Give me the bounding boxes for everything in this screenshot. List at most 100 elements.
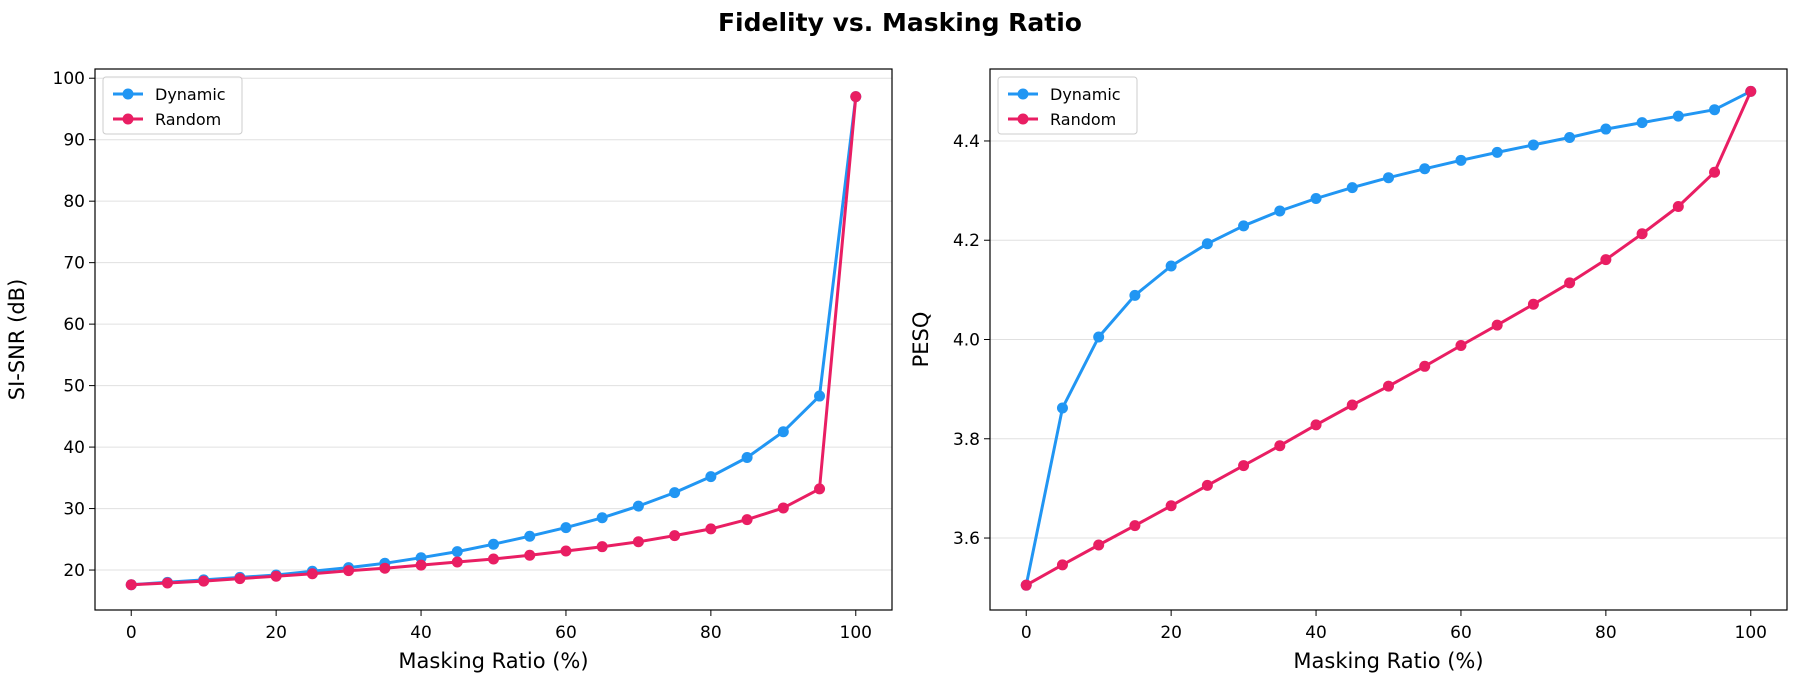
data-point-dynamic [524,530,536,542]
figure-title: Fidelity vs. Masking Ratio [717,8,1082,37]
data-point-dynamic [741,452,753,464]
x-tick-label: 40 [410,623,432,643]
data-point-random [1636,228,1648,240]
data-point-random [1383,380,1394,392]
x-tick-label: 60 [1450,623,1472,643]
x-tick-label: 0 [126,623,137,643]
data-point-random [1709,166,1721,178]
data-point-random [1419,360,1431,372]
y-axis-label: PESQ [909,312,933,368]
legend-label-dynamic: Dynamic [1050,85,1121,104]
data-point-random [451,556,463,568]
data-point-random [1745,85,1757,97]
data-point-random [1564,277,1576,289]
y-tick-label: 100 [53,69,85,89]
y-tick-label: 3.6 [953,529,980,549]
y-tick-label: 80 [63,192,85,212]
data-point-random [1672,200,1684,212]
x-tick-label: 80 [700,623,722,643]
x-axis-label: Masking Ratio (%) [1293,649,1483,673]
x-tick-label: 20 [265,623,287,643]
data-point-dynamic [1564,131,1576,143]
legend-marker-random [122,113,134,125]
data-point-random [1165,500,1177,512]
data-point-random [1056,559,1068,571]
x-tick-label: 20 [1160,623,1182,643]
chart-panel-2: 0 20 40 60 80 100 3.6 3.8 4.0 4.2 4.4 Masking Ratio… [909,68,1788,673]
data-point-random [1346,399,1358,411]
x-tick-label: 100 [1735,623,1767,643]
data-point-random [270,570,282,582]
x-tick-label: 0 [1021,623,1032,643]
data-point-random [524,549,536,561]
y-axis-label: SI-SNR (dB) [5,279,29,401]
data-point-dynamic [1672,110,1684,122]
data-point-dynamic [1346,182,1358,194]
data-point-random [1129,520,1141,532]
data-point-dynamic [1636,117,1648,129]
data-point-random [1455,339,1467,351]
data-point-dynamic [705,471,717,483]
data-point-dynamic [1527,139,1539,151]
data-point-random [306,568,318,580]
y-tick-label: 40 [63,438,85,458]
series-line-random [1025,90,1753,587]
data-point-random [1600,254,1612,266]
data-point-dynamic [1201,238,1213,250]
data-point-random [1310,419,1322,431]
data-point-random [234,573,246,585]
data-point-random [1527,298,1539,310]
x-tick-label: 40 [1305,623,1327,643]
legend-marker-dynamic [1017,88,1029,100]
series-line-random [131,96,858,587]
x-tick-label: 100 [840,623,872,643]
data-point-random [632,536,644,548]
data-point-random [850,91,862,103]
data-point-random [379,562,391,574]
data-point-dynamic [632,500,644,512]
y-tick-label: 60 [63,315,85,335]
data-point-random [669,530,681,542]
data-point-dynamic [1093,331,1105,343]
y-tick-label: 4.0 [953,331,980,351]
y-tick-label: 50 [63,377,85,397]
legend-label-dynamic: Dynamic [155,85,226,104]
y-tick-label: 4.4 [953,132,980,152]
data-point-random [814,483,826,495]
legend-marker-dynamic [122,88,134,100]
data-point-dynamic [1383,172,1394,184]
y-tick-label: 20 [63,561,85,581]
data-point-random [560,545,572,557]
data-point-dynamic [1491,146,1503,158]
data-point-dynamic [560,522,572,534]
data-point-dynamic [1274,205,1286,217]
data-point-dynamic [1165,260,1177,272]
legend-label-random: Random [155,110,221,129]
data-point-random [705,523,717,535]
data-point-dynamic [488,538,499,550]
data-point-random [161,577,173,589]
data-point-random [1020,579,1032,591]
data-point-random [596,541,608,553]
data-point-dynamic [1600,123,1612,135]
data-point-random [1238,460,1250,472]
x-tick-label: 60 [555,623,577,643]
data-point-random [777,502,789,514]
y-tick-label: 90 [63,131,85,151]
x-tick-label: 80 [1595,623,1617,643]
legend-marker-random [1017,113,1029,125]
series-line-dynamic [131,96,858,587]
data-point-random [198,575,210,587]
data-point-dynamic [1419,163,1431,175]
data-point-dynamic [1310,193,1322,205]
data-point-random [1093,539,1105,551]
data-point-dynamic [1709,104,1721,116]
data-point-dynamic [1455,154,1467,166]
data-point-dynamic [1056,402,1068,414]
plot-frame [94,68,893,611]
x-axis-label: Masking Ratio (%) [398,649,588,673]
chart-panel-1: 0 20 40 60 80 100 20 30 40 50 60 70 80 90 100 Masking R… [5,68,893,673]
y-tick-label: 3.8 [953,430,980,450]
data-point-dynamic [669,487,681,499]
